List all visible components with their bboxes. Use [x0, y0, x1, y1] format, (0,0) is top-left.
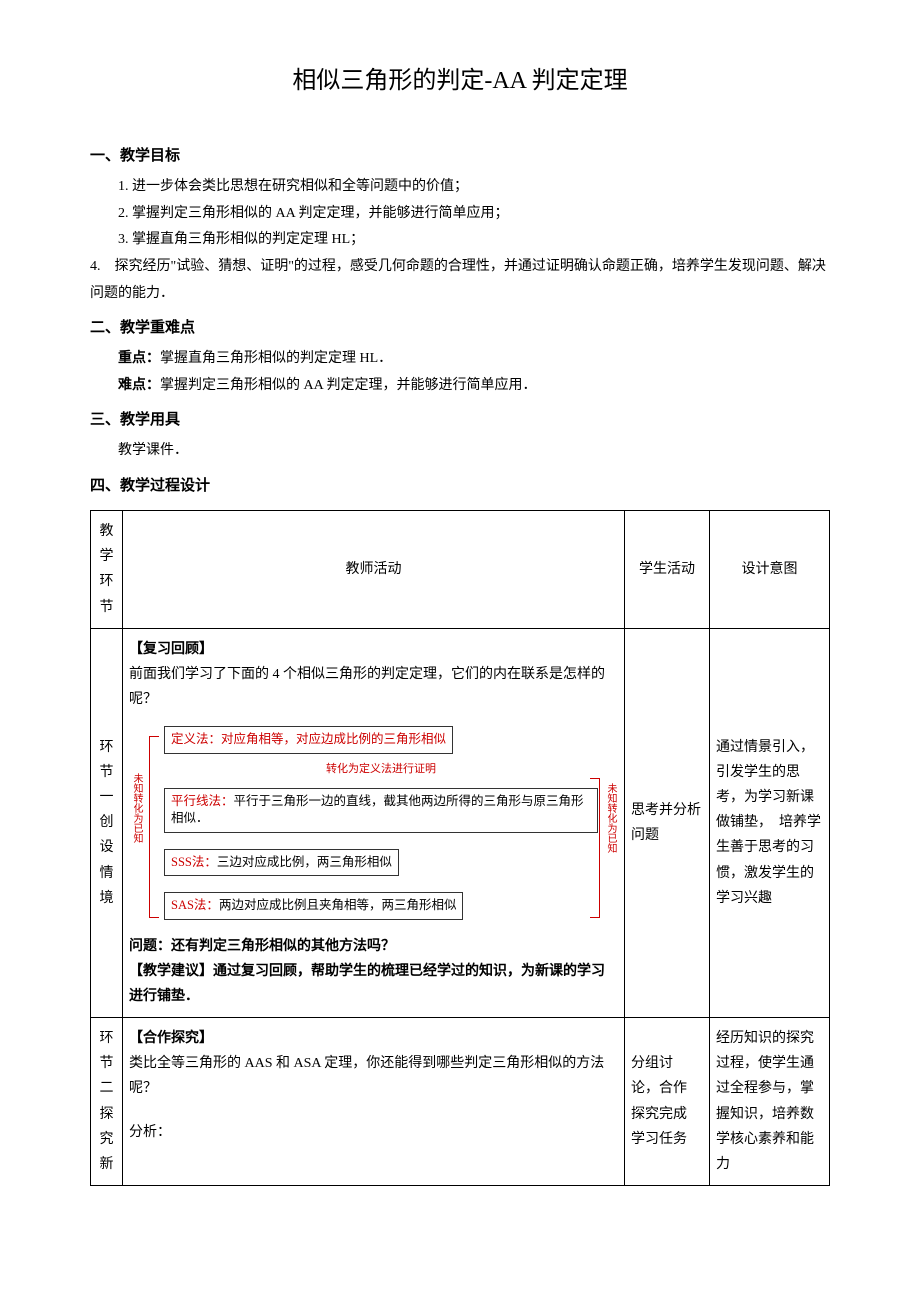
- row1-col2: 【复习回顾】 前面我们学习了下面的 4 个相似三角形的判定定理，它们的内在联系是…: [123, 628, 625, 1017]
- explore-text: 类比全等三角形的 AAS 和 ASA 定理，你还能得到哪些判定三角形相似的方法呢…: [129, 1051, 618, 1101]
- review-intro: 前面我们学习了下面的 4 个相似三角形的判定定理，它们的内在联系是怎样的呢？: [129, 662, 618, 712]
- method-2-box: 平行线法：平行于三角形一边的直线，截其他两边所得的三角形与原三角形相似．: [164, 788, 598, 833]
- method-3-box: SSS法：三边对应成比例，两三角形相似: [164, 849, 399, 877]
- row1-col3: 思考并分析问题: [625, 628, 710, 1017]
- table-header-row: 教学环节 教师活动 学生活动 设计意图: [91, 510, 830, 628]
- key-point-text: 掌握直角三角形相似的判定定理 HL．: [160, 351, 392, 366]
- question-label: 问题：: [129, 939, 171, 954]
- process-table: 教学环节 教师活动 学生活动 设计意图 环节一创设情境 【复习回顾】 前面我们学…: [90, 510, 830, 1186]
- key-point-label: 重点：: [118, 351, 160, 366]
- left-side-label: 未知转化为已知: [131, 773, 142, 843]
- table-row-2: 环节二探究新 【合作探究】 类比全等三角形的 AAS 和 ASA 定理，你还能得…: [91, 1018, 830, 1186]
- row2-col3: 分组讨 论，合作 探究完成 学习任务: [625, 1018, 710, 1186]
- method-2-label: 平行线法：: [171, 794, 234, 808]
- method-4-box: SAS法：两边对应成比例且夹角相等，两三角形相似: [164, 892, 463, 920]
- method-1-text: 对应角相等，对应边成比例的三角形相似: [221, 732, 446, 746]
- section-process-heading: 四、教学过程设计: [90, 473, 830, 500]
- suggestion-line: 【教学建议】通过复习回顾，帮助学生的梳理已经学过的知识，为新课的学习进行铺垫．: [129, 959, 618, 1009]
- diagram-subtext: 转化为定义法进行证明: [164, 760, 598, 780]
- question-text: 还有判定三角形相似的其他方法吗？: [171, 939, 395, 954]
- method-4-label: SAS法：: [171, 898, 219, 912]
- row2-col2: 【合作探究】 类比全等三角形的 AAS 和 ASA 定理，你还能得到哪些判定三角…: [123, 1018, 625, 1186]
- goal-item-2: 2. 掌握判定三角形相似的 AA 判定定理，并能够进行简单应用；: [90, 201, 830, 228]
- header-col2: 教师活动: [123, 510, 625, 628]
- method-3-text: 三边对应成比例，两三角形相似: [217, 855, 392, 869]
- section-difficulties-heading: 二、教学重难点: [90, 315, 830, 342]
- row1-col1: 环节一创设情境: [91, 628, 123, 1017]
- method-1-label: 定义法：: [171, 732, 221, 746]
- goal-item-4: 4. 探究经历"试验、猜想、证明"的过程，感受几何命题的合理性，并通过证明确认命…: [90, 254, 830, 307]
- method-2-text: 平行于三角形一边的直线，截其他两边所得的三角形与原三角形相似．: [171, 794, 584, 826]
- page-title: 相似三角形的判定-AA 判定定理: [90, 60, 830, 103]
- suggestion-label: 【教学建议】: [129, 964, 213, 979]
- row2-col1: 环节二探究新: [91, 1018, 123, 1186]
- explore-label: 【合作探究】: [129, 1026, 618, 1051]
- method-4-text: 两边对应成比例且夹角相等，两三角形相似: [219, 898, 457, 912]
- question-line: 问题：还有判定三角形相似的其他方法吗？: [129, 934, 618, 959]
- method-1-box: 定义法：对应角相等，对应边成比例的三角形相似: [164, 726, 453, 754]
- row1-col4: 通过情景引入，引发学生的思考，为学习新课做铺垫， 培养学生善于思考的习惯，激发学…: [710, 628, 830, 1017]
- section-tools-heading: 三、教学用具: [90, 407, 830, 434]
- hard-point-line: 难点：掌握判定三角形相似的 AA 判定定理，并能够进行简单应用．: [90, 373, 830, 400]
- right-side-label: 未知转化为已知: [605, 783, 616, 853]
- table-row-1: 环节一创设情境 【复习回顾】 前面我们学习了下面的 4 个相似三角形的判定定理，…: [91, 628, 830, 1017]
- hard-point-label: 难点：: [118, 378, 160, 393]
- header-col3: 学生活动: [625, 510, 710, 628]
- section-goals-heading: 一、教学目标: [90, 143, 830, 170]
- right-bracket: [590, 778, 600, 917]
- method-3-label: SSS法：: [171, 855, 217, 869]
- methods-diagram: 未知转化为已知 未知转化为已知 定义法：对应角相等，对应边成比例的三角形相似 转…: [129, 718, 618, 927]
- header-col4: 设计意图: [710, 510, 830, 628]
- tools-content: 教学课件．: [90, 438, 830, 465]
- header-col1: 教学环节: [91, 510, 123, 628]
- goal-item-1: 1. 进一步体会类比思想在研究相似和全等问题中的价值；: [90, 174, 830, 201]
- goal-item-3: 3. 掌握直角三角形相似的判定定理 HL；: [90, 227, 830, 254]
- review-label: 【复习回顾】: [129, 637, 618, 662]
- key-point-line: 重点：掌握直角三角形相似的判定定理 HL．: [90, 346, 830, 373]
- row2-col4: 经历知识的探究过程，使学生通过全程参与，掌握知识，培养数学核心素养和能力: [710, 1018, 830, 1186]
- analysis-label: 分析：: [129, 1120, 618, 1145]
- left-bracket: [149, 736, 159, 917]
- hard-point-text: 掌握判定三角形相似的 AA 判定定理，并能够进行简单应用．: [160, 378, 536, 393]
